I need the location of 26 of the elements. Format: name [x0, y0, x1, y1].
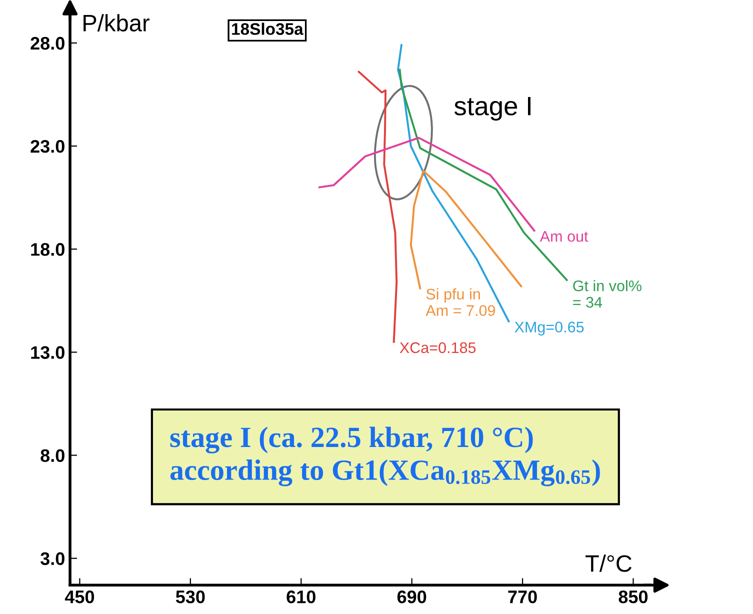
- x-tick-label: 450: [64, 590, 94, 604]
- x-tick-label: 690: [397, 590, 426, 604]
- y-axis-title: P/kbar: [84, 14, 150, 32]
- chart-title: 18Slo35a: [232, 22, 304, 35]
- series-label: Gt in vol% = 34: [573, 280, 642, 308]
- series-label: Am out: [540, 231, 588, 242]
- x-tick-label: 770: [508, 590, 537, 604]
- line-series: [410, 170, 522, 290]
- y-tick-label: 18.0: [31, 243, 64, 256]
- line-series: [398, 68, 568, 282]
- annotation: stage I (ca. 22.5 kbar, 710 °C) according to Gt1(XCa$_{0.185}$XMg$_{0.65}$): [170, 426, 600, 486]
- x-axis-title: T/°C: [586, 554, 632, 572]
- series-label: Si pfu in Am = 7.09: [426, 288, 496, 316]
- y-tick-label: 13.0: [31, 346, 64, 359]
- y-tick-label: 8.0: [40, 449, 64, 462]
- annotation: stage I: [454, 97, 530, 121]
- x-tick-label: 530: [176, 590, 205, 604]
- line-series: [318, 136, 536, 232]
- series-label: XCa=0.185: [400, 342, 476, 354]
- x-tick-label: 850: [618, 590, 648, 604]
- line-series: [358, 70, 398, 343]
- x-tick-label: 610: [286, 590, 316, 604]
- y-tick-label: 23.0: [30, 140, 64, 153]
- series-label: XMg=0.65: [514, 322, 584, 336]
- y-tick-label: 3.0: [40, 552, 64, 566]
- y-tick-label: 28.0: [30, 36, 64, 50]
